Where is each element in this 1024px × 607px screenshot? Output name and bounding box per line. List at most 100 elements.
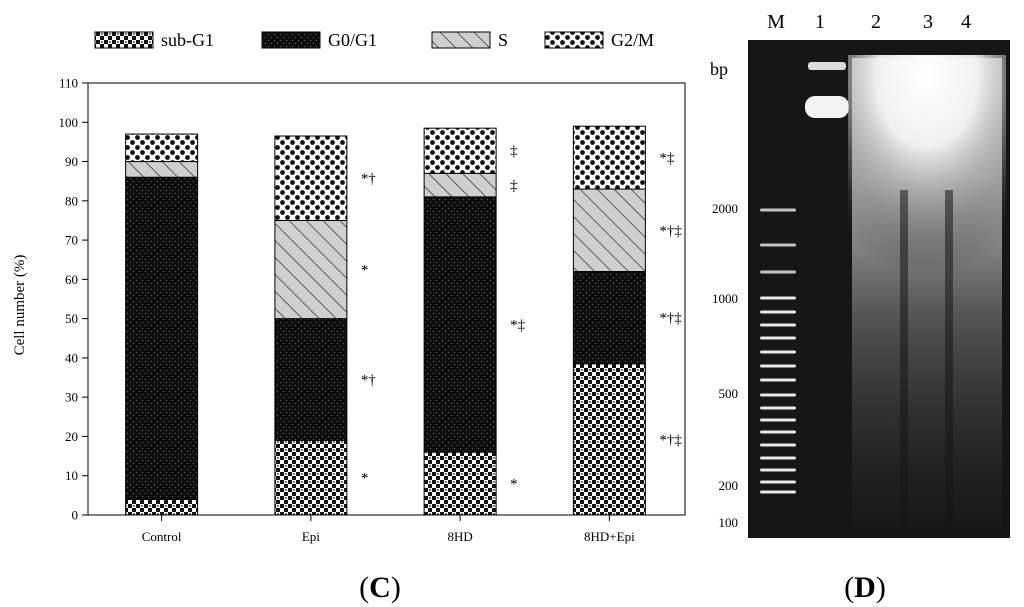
- panel-c: sub-G1 G0/G1 S G2/M 0 10 20 30 40 50 60 70 80 90 1…: [12, 30, 686, 604]
- ladder-band: [760, 208, 796, 212]
- ladder-band: [760, 336, 796, 340]
- significance-mark: *: [361, 471, 369, 487]
- bar-segment: [572, 125, 646, 190]
- significance-mark: *: [361, 263, 369, 279]
- y-tick-label: 40: [65, 350, 78, 365]
- lane-labels: M 1 2 3 4: [767, 11, 971, 33]
- legend-label-s: S: [498, 30, 508, 50]
- bp-unit-label: bp: [710, 59, 728, 79]
- x-tick-label: 8HD+Epi: [584, 529, 635, 544]
- panel-c-label: (C): [359, 571, 401, 604]
- legend: sub-G1 G0/G1 S G2/M: [94, 30, 654, 50]
- bars: * *† * *† * *‡ ‡ ‡ *†‡ *†‡ *†‡ *‡: [125, 125, 682, 516]
- ladder-band: [760, 378, 796, 382]
- y-tick-label: 20: [65, 429, 78, 444]
- significance-mark: *†: [361, 171, 377, 187]
- y-tick-label: 0: [72, 508, 79, 523]
- significance-mark: *: [510, 477, 518, 493]
- bar-segment: [274, 219, 348, 320]
- gel-lane-1-well: [808, 62, 846, 70]
- gel-smear-gaps: [900, 190, 953, 530]
- y-tick-label: 110: [59, 76, 78, 91]
- x-axis: Control Epi 8HD 8HD+Epi: [142, 515, 635, 544]
- bar-segment: [572, 363, 646, 516]
- y-axis-title: Cell number (%): [12, 255, 28, 356]
- ladder-band: [760, 364, 796, 368]
- y-tick-label: 100: [59, 115, 79, 130]
- y-tick-label: 50: [65, 311, 78, 326]
- bar-segment: [125, 161, 199, 178]
- y-tick-label: 30: [65, 390, 78, 405]
- ladder-band: [760, 480, 796, 484]
- significance-mark: *†‡: [659, 223, 682, 239]
- ladder-band: [760, 418, 796, 422]
- lane-label-3: 3: [923, 11, 933, 33]
- ladder-band: [760, 393, 796, 397]
- legend-label-g0-g1: G0/G1: [328, 30, 377, 50]
- y-tick-label: 80: [65, 193, 78, 208]
- legend-swatch-g0-g1: [261, 31, 321, 49]
- ladder-band: [760, 243, 796, 247]
- legend-label-g2-m: G2/M: [611, 30, 654, 50]
- panel-d-label: (D): [844, 571, 886, 604]
- significance-mark: *†‡: [659, 432, 682, 448]
- ladder-band: [760, 406, 796, 410]
- ladder-band: [760, 468, 796, 472]
- significance-mark: *†‡: [659, 311, 682, 327]
- ladder-band: [760, 270, 796, 274]
- ladder-band: [760, 350, 796, 354]
- bar-segment: [423, 196, 497, 453]
- gel-lane-1-band: [805, 96, 849, 118]
- lane-label-2: 2: [871, 11, 881, 33]
- dna-ladder: [760, 208, 796, 494]
- y-tick-label: 70: [65, 233, 78, 248]
- bar-segment: [125, 176, 199, 500]
- bar-segment: [274, 135, 348, 221]
- significance-mark: *‡: [659, 151, 675, 167]
- marker-label-200: 200: [719, 478, 739, 493]
- ladder-band: [760, 296, 796, 300]
- x-tick-label: 8HD: [447, 529, 472, 544]
- bar-segment: [125, 133, 199, 163]
- bar-segment: [572, 188, 646, 273]
- ladder-band: [760, 443, 796, 447]
- ladder-band: [760, 456, 796, 460]
- lane-label-m: M: [767, 11, 785, 33]
- legend-swatch-s: [431, 31, 491, 49]
- marker-label-1000: 1000: [712, 291, 738, 306]
- bar-segment: [423, 172, 497, 198]
- legend-swatch-g2-m: [544, 31, 604, 49]
- marker-label-500: 500: [719, 386, 739, 401]
- marker-label-2000: 2000: [712, 201, 738, 216]
- panel-d: M 1 2 3 4 bp 2000 1000 500 200 100 (D): [710, 11, 1010, 604]
- y-axis: 0 10 20 30 40 50 60 70 80 90 100 110: [59, 76, 88, 523]
- gel-glow: [848, 55, 1006, 275]
- x-tick-label: Epi: [302, 529, 320, 544]
- significance-mark: *†: [361, 373, 377, 389]
- bar-segment: [274, 318, 348, 441]
- bar-segment: [274, 439, 348, 516]
- bar-segment: [423, 451, 497, 516]
- y-tick-label: 60: [65, 272, 78, 287]
- legend-label-sub-g1: sub-G1: [161, 30, 214, 50]
- marker-label-100: 100: [719, 515, 739, 530]
- lane-label-1: 1: [815, 11, 825, 33]
- legend-swatch-sub-g1: [94, 31, 154, 49]
- ladder-band: [760, 323, 796, 327]
- significance-mark: ‡: [510, 144, 518, 160]
- ladder-band: [760, 490, 796, 494]
- significance-mark: ‡: [510, 178, 518, 194]
- bar-segment: [572, 271, 646, 365]
- ladder-band: [760, 430, 796, 434]
- significance-mark: *‡: [510, 318, 526, 334]
- y-tick-label: 90: [65, 154, 78, 169]
- marker-size-labels: 2000 1000 500 200 100: [712, 201, 738, 530]
- plot-frame: [87, 82, 686, 516]
- bar-segment: [423, 127, 497, 174]
- ladder-band: [760, 310, 796, 314]
- y-tick-label: 10: [65, 468, 78, 483]
- bar-segment: [125, 498, 199, 516]
- lane-label-4: 4: [961, 11, 971, 33]
- x-tick-label: Control: [142, 529, 182, 544]
